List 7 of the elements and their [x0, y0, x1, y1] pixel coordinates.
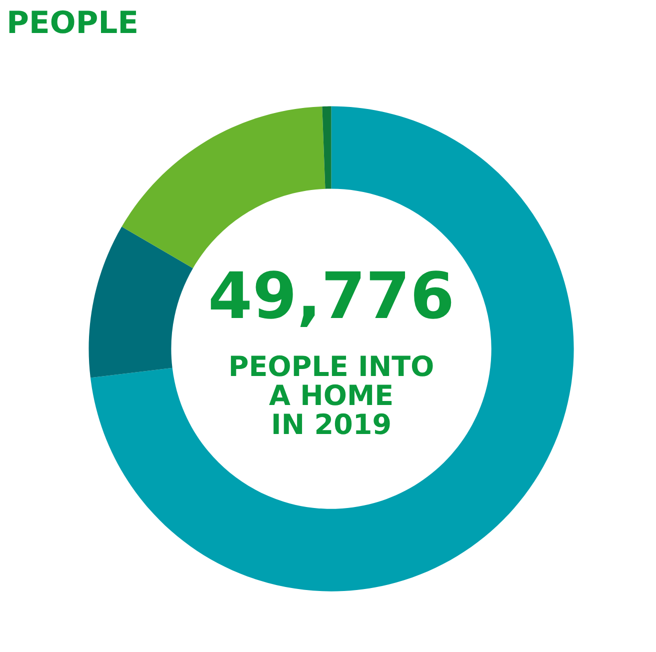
donut-slice: [122, 106, 326, 268]
chart-title: PEOPLE: [9, 10, 136, 34]
donut-slice: [322, 106, 332, 189]
text: 49,776: [210, 270, 452, 328]
donut-slice: [88, 226, 193, 378]
text: PEOPLE INTO A HOME IN 2019: [230, 355, 433, 434]
donut-slice: [90, 106, 574, 592]
